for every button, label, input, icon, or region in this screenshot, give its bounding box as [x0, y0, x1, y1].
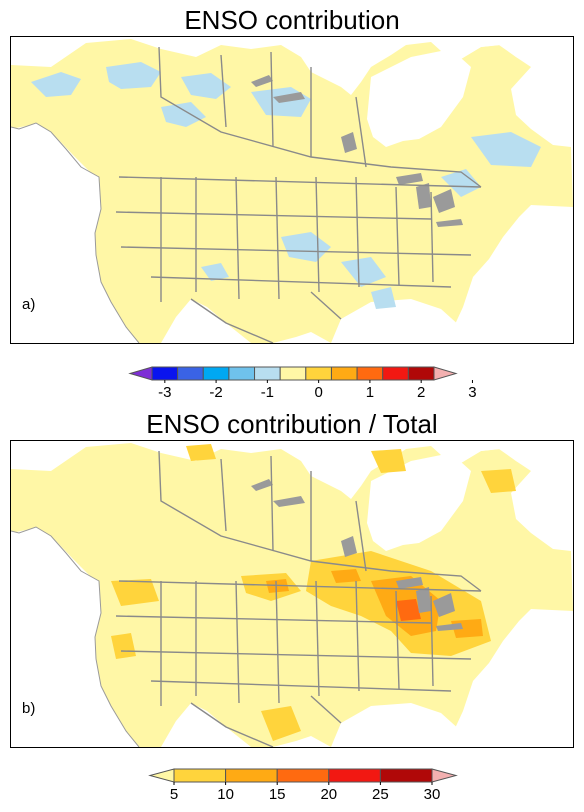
colorbar-cell	[407, 366, 435, 381]
political-boundaries	[115, 450, 482, 747]
colorbar-cell	[356, 366, 384, 381]
colorbar-tick-label: -2	[209, 384, 222, 401]
colorbar-tick-label: 1	[366, 384, 374, 401]
gulf-of-mexico	[331, 299, 461, 343]
lakes	[251, 479, 463, 631]
pacific-water	[11, 529, 129, 747]
lakes	[251, 75, 463, 227]
hudson-bay	[367, 453, 471, 551]
colorbar-b-svg: 5 10 15 20 25 30	[148, 768, 458, 803]
gulf-of-mexico	[331, 703, 461, 747]
colorbar-tick-label: 3	[468, 384, 476, 401]
political-boundaries	[115, 46, 482, 343]
pacific-water	[11, 125, 129, 343]
arctic-water	[421, 441, 573, 501]
colorbar-tick-label: 30	[424, 786, 441, 803]
panel-a-map	[10, 36, 574, 344]
colorbar-cell	[173, 768, 227, 783]
colorbar-cell	[254, 366, 281, 381]
north-america-map-a	[11, 37, 573, 343]
panel-a-title: ENSO contribution	[184, 5, 400, 35]
colorbar-end-left	[148, 768, 175, 783]
colorbar-cell	[276, 768, 330, 783]
colorbar-tick-label: -3	[158, 384, 171, 401]
colorbar-cell	[228, 366, 256, 381]
coastline	[11, 122, 140, 343]
coastline	[11, 526, 140, 747]
colorbar-tick-label: -1	[261, 384, 274, 401]
colorbar-cell	[379, 768, 433, 783]
colorbar-a-svg: -3 -2 -1 0 1 2 3	[128, 366, 477, 401]
colorbar-cell	[279, 366, 307, 381]
colorbar-cell	[151, 366, 179, 381]
colorbar-tick-label: 0	[314, 384, 322, 401]
north-america-map-b	[11, 441, 573, 747]
colorbar-cell	[177, 366, 204, 381]
arctic-water	[421, 37, 573, 97]
colorbar-cell	[328, 768, 381, 783]
colorbar-tick-label: 15	[269, 786, 286, 803]
colorbar-tick-label: 25	[372, 786, 389, 803]
colorbar-tick-label: 5	[170, 786, 178, 803]
colorbar-end-right	[431, 768, 458, 783]
hudson-bay	[367, 49, 471, 147]
colorbar-end-left	[128, 366, 153, 381]
colorbar-cell	[225, 768, 278, 783]
colorbar-tick-label: 2	[417, 384, 425, 401]
colorbar-end-right	[433, 366, 458, 381]
panel-b-map	[10, 440, 574, 748]
ratio-15-20-patches	[396, 599, 421, 621]
colorbar-a: -3 -2 -1 0 1 2 3	[0, 362, 584, 410]
panel-b-letter: b)	[22, 700, 36, 717]
panel-b-title: ENSO contribution / Total	[146, 409, 438, 439]
colorbar-cell	[382, 366, 409, 381]
colorbar-b: 5 10 15 20 25 30	[0, 764, 584, 812]
colorbar-cell	[305, 366, 332, 381]
colorbar-tick-label: 20	[320, 786, 337, 803]
panel-a-letter: a)	[22, 296, 36, 313]
colorbar-tick-label: 10	[217, 786, 234, 803]
colorbar-cell	[330, 366, 358, 381]
colorbar-cell	[202, 366, 230, 381]
